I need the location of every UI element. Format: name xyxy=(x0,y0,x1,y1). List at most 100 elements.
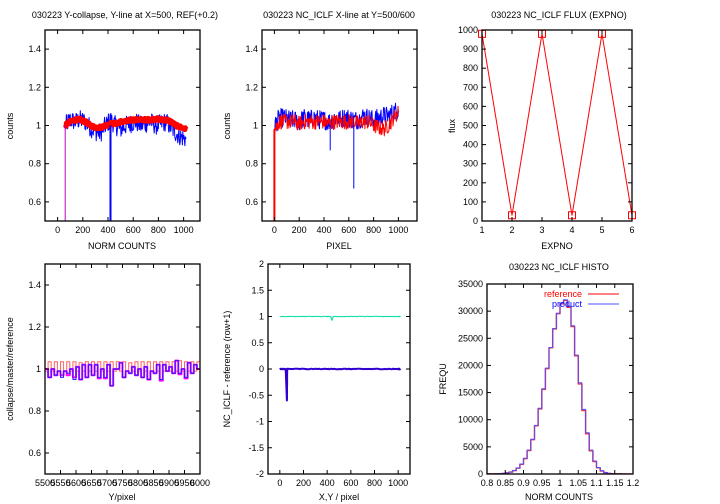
y-tick-label: 600 xyxy=(463,101,478,111)
y-axis-label: FREQU xyxy=(438,363,448,395)
y-tick-label: 1.2 xyxy=(28,82,41,92)
y-tick-label: 20000 xyxy=(458,360,483,370)
chart-panel-3: 5500555056005650570057505800585059005950… xyxy=(28,263,210,488)
series-row-plus-1 xyxy=(279,315,401,321)
x-tick-label: 5550 xyxy=(50,478,70,488)
y-tick-label: 25000 xyxy=(458,333,483,343)
x-tick-label: 5500 xyxy=(35,478,55,488)
y-axis-label: NC_ICLF - reference (row+1) xyxy=(222,311,232,428)
y-tick-label: 0.8 xyxy=(28,406,41,416)
x-axis-label: EXPNO xyxy=(541,241,573,251)
y-tick-label: 5000 xyxy=(463,442,483,452)
x-tick-label: 0 xyxy=(272,225,277,235)
x-tick-label: 0 xyxy=(55,225,60,235)
y-tick-label: 0.8 xyxy=(245,159,258,169)
x-tick-label: 3 xyxy=(539,225,544,235)
chart-title: 030223 Y-collapse, Y-line at X=500, REF(… xyxy=(32,10,218,20)
x-axis-label: Y/pixel xyxy=(108,492,135,502)
series-reference xyxy=(273,105,399,137)
x-tick-label: 800 xyxy=(151,225,166,235)
plot-area xyxy=(482,33,632,216)
x-tick-label: 1000 xyxy=(174,225,194,235)
y-tick-label: 0.6 xyxy=(28,448,41,458)
y-tick-label: -0.5 xyxy=(248,390,264,400)
y-tick-label: -1.5 xyxy=(248,443,264,453)
y-tick-label: 300 xyxy=(463,159,478,169)
y-tick-label: 0 xyxy=(259,364,264,374)
x-tick-label: 600 xyxy=(341,225,356,235)
x-tick-label: 0.8 xyxy=(481,478,494,488)
x-tick-label: 1.1 xyxy=(590,478,603,488)
chart-title: 030223 NC_ICLF HISTO xyxy=(509,262,609,272)
y-tick-label: 0.8 xyxy=(28,159,41,169)
x-axis-label: NORM COUNTS xyxy=(88,241,156,251)
plot-area xyxy=(487,299,633,474)
y-tick-label: 1 xyxy=(253,121,258,131)
y-tick-label: 900 xyxy=(463,44,478,54)
y-tick-label: 1 xyxy=(36,121,41,131)
y-tick-label: 0.5 xyxy=(251,338,264,348)
y-tick-label: -2 xyxy=(256,469,264,479)
series-product xyxy=(487,299,633,474)
x-tick-label: 5850 xyxy=(143,478,163,488)
chart-title: 030223 NC_ICLF FLUX (EXPNO) xyxy=(491,10,627,20)
y-tick-label: 1.5 xyxy=(251,285,264,295)
x-tick-label: 600 xyxy=(343,478,358,488)
x-tick-label: 1.2 xyxy=(627,478,640,488)
y-tick-label: 1.2 xyxy=(28,322,41,332)
y-axis-label: flux xyxy=(447,119,457,134)
x-tick-label: 6 xyxy=(629,225,634,235)
x-tick-label: 0.9 xyxy=(517,478,530,488)
y-tick-label: 1.2 xyxy=(245,82,258,92)
series-product xyxy=(64,110,187,147)
x-tick-label: 1000 xyxy=(388,478,408,488)
x-tick-label: 200 xyxy=(75,225,90,235)
chart-panel-4: 0 200 400 600 800 1000 -2 -1.5 -1 -0.5 0 0.5 1 1.5 2 xyxy=(248,259,411,488)
series-flux xyxy=(482,33,632,216)
y-tick-label: 700 xyxy=(463,82,478,92)
legend-label-reference: reference xyxy=(544,289,582,299)
x-tick-label: 200 xyxy=(296,478,311,488)
plot-area xyxy=(45,359,200,387)
y-tick-label: -1 xyxy=(256,417,264,427)
x-tick-label: 4 xyxy=(569,225,574,235)
x-tick-label: 0 xyxy=(277,478,282,488)
x-tick-label: 1 xyxy=(479,225,484,235)
series-reference xyxy=(63,115,189,133)
y-tick-label: 200 xyxy=(463,178,478,188)
chart-panel-0: 0 200 400 600 800 1000 0.6 0.8 1 1.2 1.4 xyxy=(28,29,201,235)
x-tick-label: 5900 xyxy=(159,478,179,488)
x-tick-label: 5750 xyxy=(112,478,132,488)
x-tick-label: 400 xyxy=(320,478,335,488)
chart-panel-2: 1 2 3 4 5 6 0 100 200 300 400 500 600 700 800 900 1000 xyxy=(458,25,636,235)
y-tick-label: 1 xyxy=(259,312,264,322)
series-product xyxy=(45,360,200,387)
y-tick-label: 1 xyxy=(36,364,41,374)
x-tick-label: 1.05 xyxy=(569,478,587,488)
x-tick-label: 5700 xyxy=(97,478,117,488)
y-tick-label: 0.6 xyxy=(28,197,41,207)
y-tick-label: 100 xyxy=(463,197,478,207)
x-axis-label: X,Y / pixel xyxy=(319,492,359,502)
y-tick-label: 800 xyxy=(463,63,478,73)
x-axis-label: PIXEL xyxy=(326,241,352,251)
y-tick-label: 35000 xyxy=(458,279,483,289)
x-tick-label: 1 xyxy=(557,478,562,488)
y-tick-label: 0 xyxy=(478,469,483,479)
y-axis-label: counts xyxy=(5,112,15,139)
plot-area xyxy=(279,315,402,402)
y-tick-label: 1000 xyxy=(458,25,478,35)
x-tick-label: 400 xyxy=(100,225,115,235)
y-axis-label: collapse/master/reference xyxy=(5,317,15,421)
chart-title: 030223 NC_ICLF X-line at Y=500/600 xyxy=(263,10,415,20)
y-tick-label: 0.6 xyxy=(245,197,258,207)
x-tick-label: 5950 xyxy=(174,478,194,488)
x-tick-label: 6000 xyxy=(190,478,210,488)
y-tick-label: 1.4 xyxy=(245,44,258,54)
x-tick-label: 5600 xyxy=(66,478,86,488)
series-difference xyxy=(279,367,402,402)
legend-label-product: product xyxy=(552,299,583,309)
y-tick-label: 30000 xyxy=(458,306,483,316)
x-tick-label: 400 xyxy=(316,225,331,235)
